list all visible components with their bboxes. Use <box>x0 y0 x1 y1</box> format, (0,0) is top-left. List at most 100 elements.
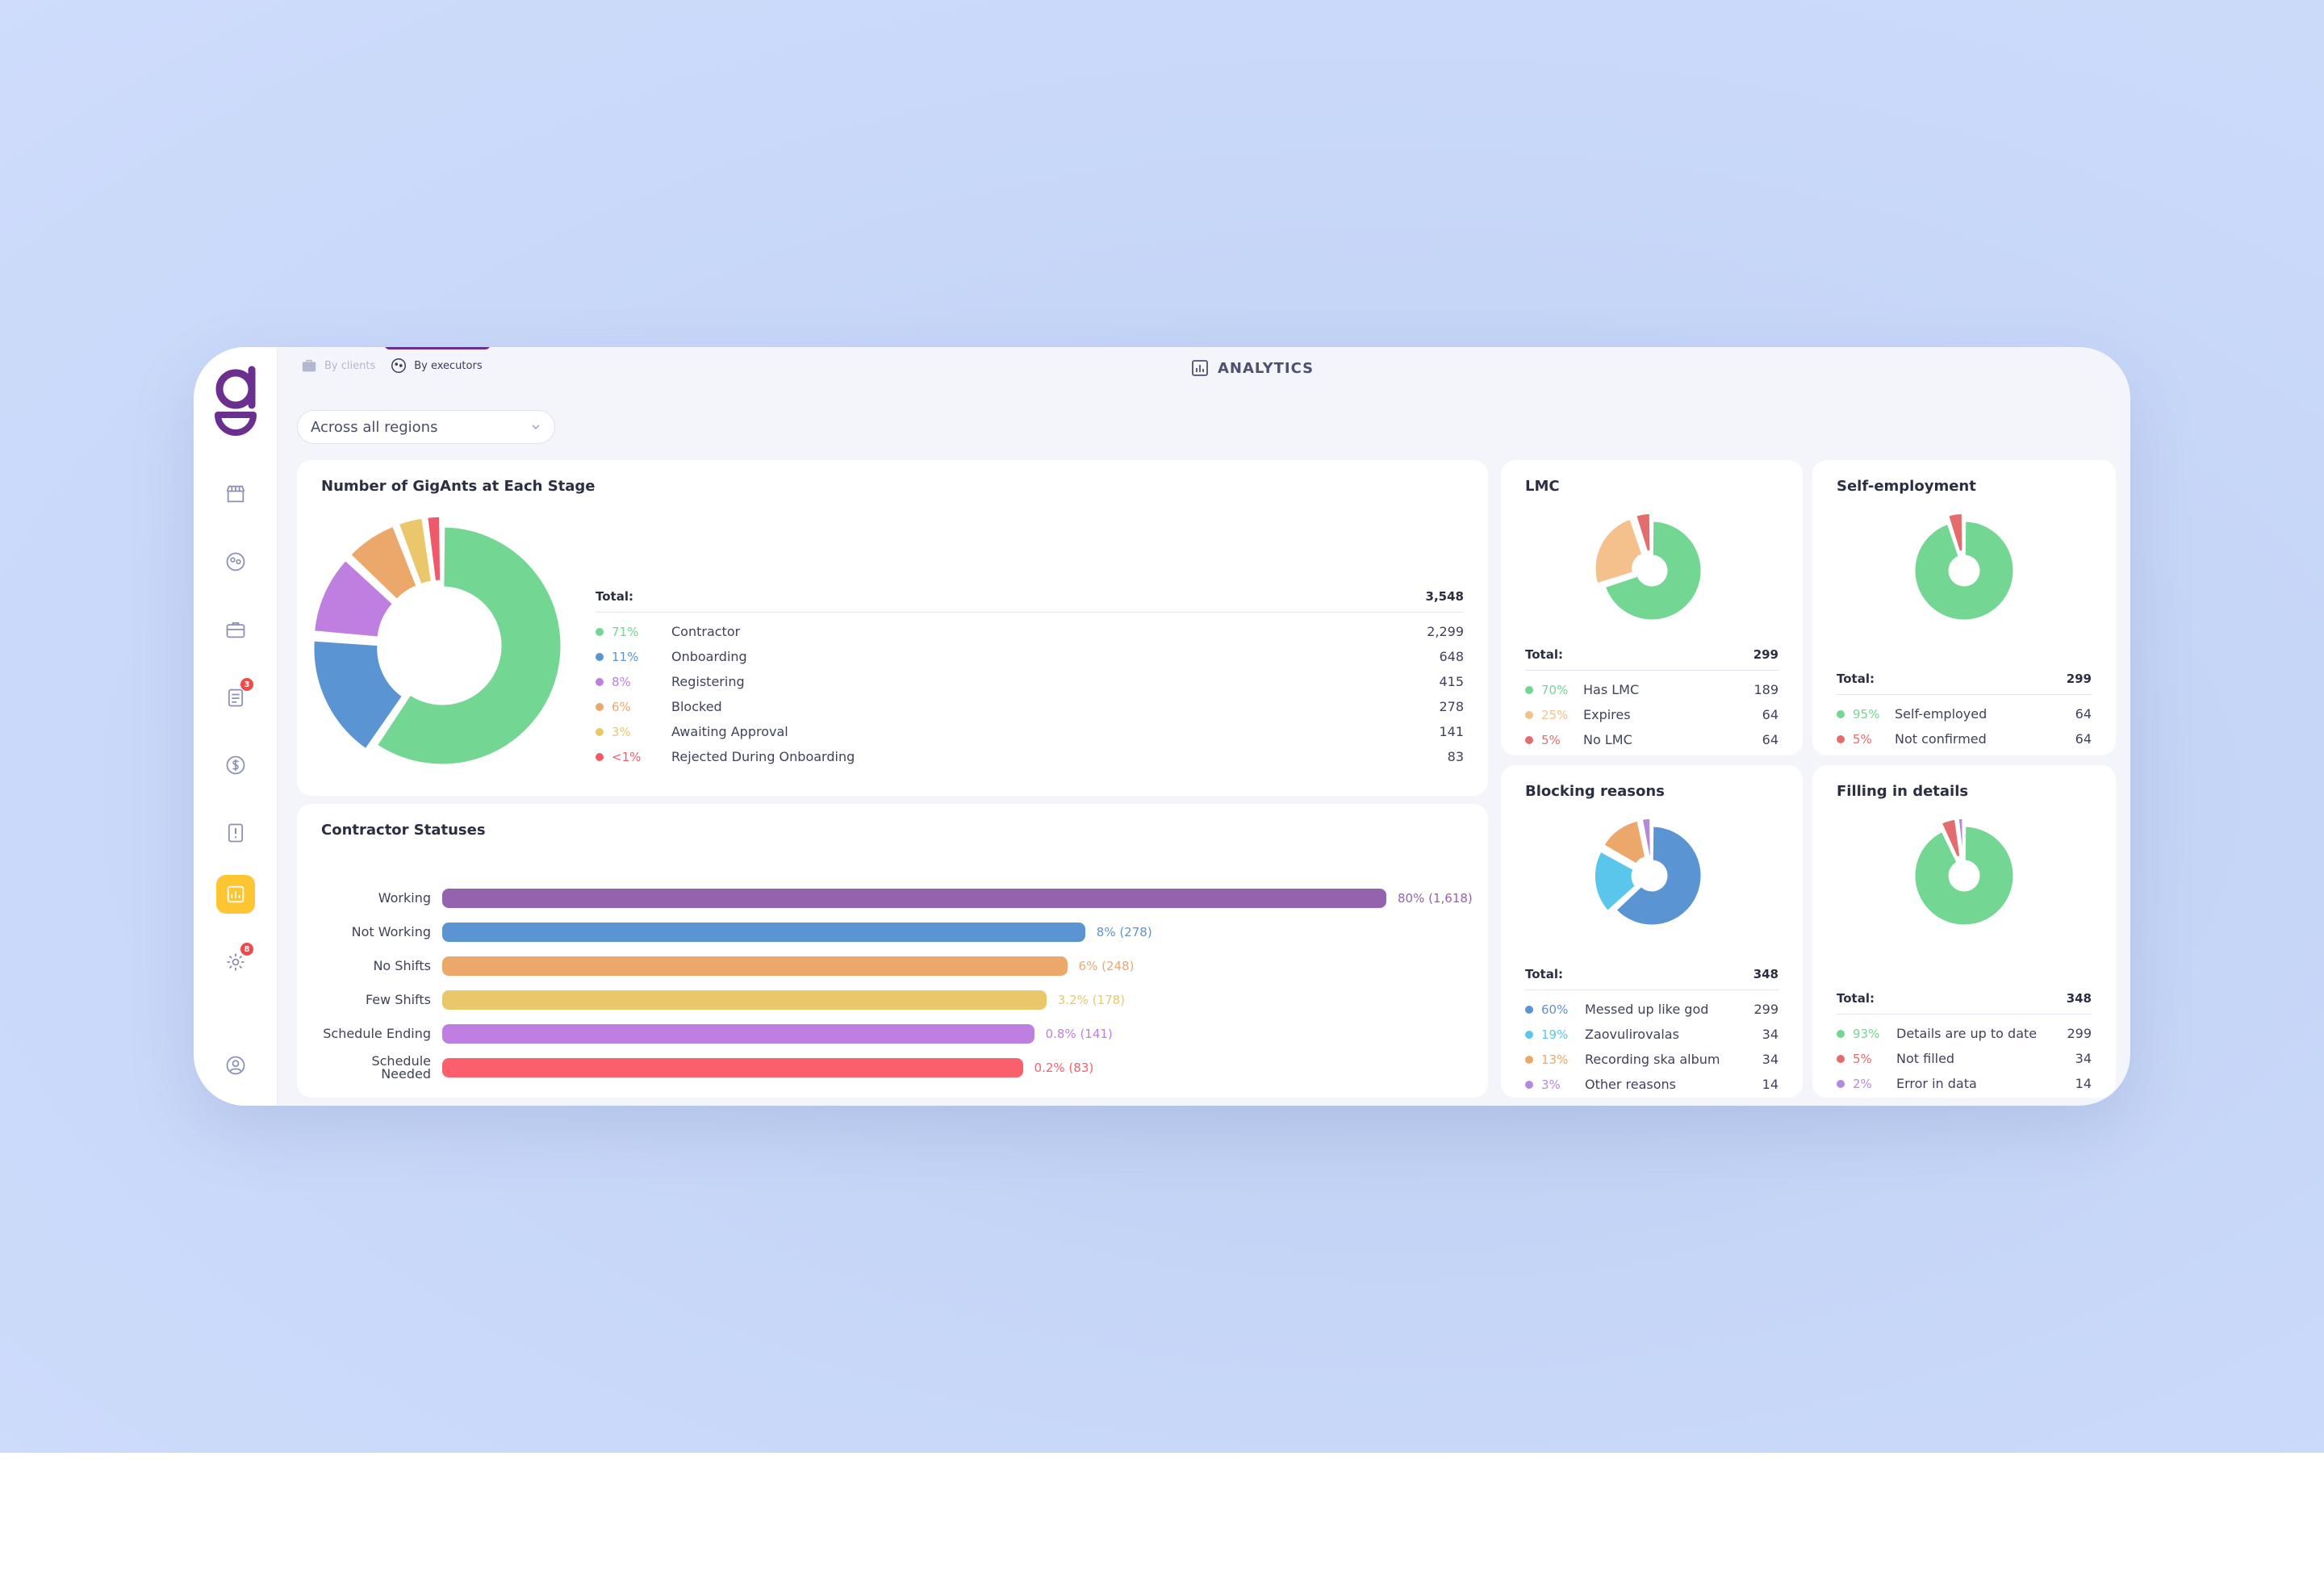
legend-dot <box>1525 1005 1533 1014</box>
status-bar-label: Not Working <box>351 924 431 939</box>
self-employment-slice-1[interactable] <box>1946 511 1965 554</box>
legend-label: Registering <box>671 674 745 689</box>
legend-total-label: Total: <box>1525 967 1563 981</box>
page-title: ANALYTICS <box>1190 358 1314 378</box>
legend-total-row: Total: 299 <box>1525 647 1779 671</box>
status-bar-row: Schedule Ending 0.8% (141) <box>321 1017 1113 1051</box>
sidebar-item-executors[interactable] <box>216 542 255 581</box>
legend-label: Messed up like god <box>1585 1002 1709 1017</box>
tasks-badge: 3 <box>240 678 253 691</box>
legend-dot <box>596 677 604 686</box>
blocking-slice-1[interactable] <box>1592 849 1638 914</box>
legend-row: 95% Self-employed 64 <box>1837 701 2092 726</box>
sidebar-item-alerts[interactable] <box>216 814 255 852</box>
legend-label: Onboarding <box>671 649 747 664</box>
stages-slice-3[interactable] <box>348 524 420 602</box>
status-bar[interactable] <box>442 956 1068 976</box>
gigants-logo[interactable] <box>211 365 260 437</box>
dollar-icon <box>226 755 245 775</box>
legend-total-value: 299 <box>2066 672 2092 686</box>
sidebar-item-analytics[interactable] <box>216 875 255 914</box>
clipboard-icon <box>228 688 244 707</box>
legend-row: <1% Rejected During Onboarding 83 <box>596 744 1464 769</box>
filling-card: Filling in details Total: 348 93% Details a… <box>1812 765 2116 1098</box>
legend-label: Other reasons <box>1585 1077 1676 1092</box>
stages-slice-2[interactable] <box>313 558 395 639</box>
stages-slice-4[interactable] <box>396 517 434 587</box>
sidebar: 3 8 <box>194 347 278 1106</box>
status-bar-row: Few Shifts 3.2% (178) <box>321 983 1125 1017</box>
blocking-slice-2[interactable] <box>1601 818 1648 867</box>
self-employment-slice-0[interactable] <box>1912 519 2016 622</box>
status-bar-label: Few Shifts <box>365 992 431 1007</box>
legend-value: 64 <box>1762 707 1779 722</box>
legend-value: 64 <box>1762 732 1779 747</box>
legend-row: 5% Not confirmed 64 <box>1837 726 2092 751</box>
status-bar[interactable] <box>442 1024 1035 1044</box>
status-bar-value: 80% (1,618) <box>1398 891 1473 906</box>
card-title: Self-employment <box>1837 478 1976 495</box>
legend-percent: 71% <box>612 624 639 639</box>
legend-percent: 3% <box>1541 1077 1561 1092</box>
tab-by-clients[interactable]: By clients <box>300 357 375 374</box>
lmc-slice-2[interactable] <box>1633 511 1653 554</box>
legend-label: No LMC <box>1583 732 1632 747</box>
executors-icon <box>391 358 407 373</box>
legend-total-label: Total: <box>1837 991 1875 1006</box>
filling-slice-1[interactable] <box>1939 817 1962 860</box>
legend-value: 141 <box>1439 724 1464 739</box>
sidebar-item-payments[interactable] <box>216 746 255 785</box>
blocking-card: Blocking reasons Total: 348 60% Messed up l… <box>1501 765 1803 1098</box>
status-bar-label: Schedule Ending <box>323 1026 431 1041</box>
legend-percent: <1% <box>612 749 642 764</box>
lmc-slice-0[interactable] <box>1603 519 1703 622</box>
status-bar-value: 8% (278) <box>1096 925 1152 939</box>
legend-row: 5% No LMC 64 <box>1525 727 1779 752</box>
legend-label: Awaiting Approval <box>671 724 788 739</box>
status-bar-value: 6% (248) <box>1078 959 1135 973</box>
sidebar-item-tasks[interactable]: 3 <box>216 678 255 717</box>
legend-total-label: Total: <box>1837 672 1875 686</box>
legend-dot <box>596 627 604 636</box>
card-title: Blocking reasons <box>1525 783 1665 800</box>
blocking-slice-0[interactable] <box>1613 824 1703 927</box>
status-bar-label: No Shifts <box>373 958 431 973</box>
gear-icon <box>227 953 245 971</box>
filling-slice-2[interactable] <box>1956 816 1965 858</box>
legend-row: 13% Recording ska album 34 <box>1525 1047 1779 1072</box>
legend-label: Rejected During Onboarding <box>671 749 855 764</box>
status-bar[interactable] <box>442 1058 1023 1077</box>
lmc-card: LMC Total: 299 70% Has LMC 189 25% Expires 64 5%… <box>1501 460 1803 755</box>
sidebar-item-profile[interactable] <box>216 1046 255 1085</box>
stages-donut-chart <box>313 517 563 767</box>
card-title: LMC <box>1525 478 1560 495</box>
blocking-slice-3[interactable] <box>1640 816 1653 859</box>
region-select-value: Across all regions <box>311 418 438 436</box>
filling-slice-0[interactable] <box>1912 824 2016 927</box>
sidebar-item-store[interactable] <box>216 475 255 513</box>
status-bar[interactable] <box>442 923 1085 942</box>
legend-percent: 5% <box>1541 732 1561 747</box>
tab-by-executors[interactable]: By executors <box>385 347 491 374</box>
stages-slice-1[interactable] <box>313 638 405 751</box>
lmc-legend: Total: 299 70% Has LMC 189 25% Expires 64 5% No L… <box>1525 647 1779 752</box>
legend-row: 5% Not filled 34 <box>1837 1046 2092 1071</box>
legend-dot <box>1525 1055 1533 1064</box>
legend-total-row: Total: 3,548 <box>596 589 1464 613</box>
legend-value: 278 <box>1439 699 1464 714</box>
legend-value: 64 <box>2075 731 2092 747</box>
stages-slice-0[interactable] <box>374 525 563 767</box>
sidebar-item-settings[interactable]: 8 <box>216 943 255 981</box>
stages-slice-5[interactable] <box>425 517 443 584</box>
status-bar[interactable] <box>442 990 1047 1010</box>
legend-total-value: 299 <box>1753 647 1779 662</box>
status-bar[interactable] <box>442 889 1386 908</box>
legend-percent: 2% <box>1853 1076 1872 1091</box>
region-select[interactable]: Across all regions <box>297 410 555 444</box>
legend-value: 415 <box>1439 674 1464 689</box>
lmc-slice-1[interactable] <box>1593 517 1645 586</box>
stages-legend: Total: 3,548 71% Contractor 2,299 11% Onboardi… <box>596 589 1464 769</box>
chevron-down-icon <box>532 425 540 430</box>
sidebar-item-clients[interactable] <box>216 610 255 649</box>
legend-label: Blocked <box>671 699 722 714</box>
